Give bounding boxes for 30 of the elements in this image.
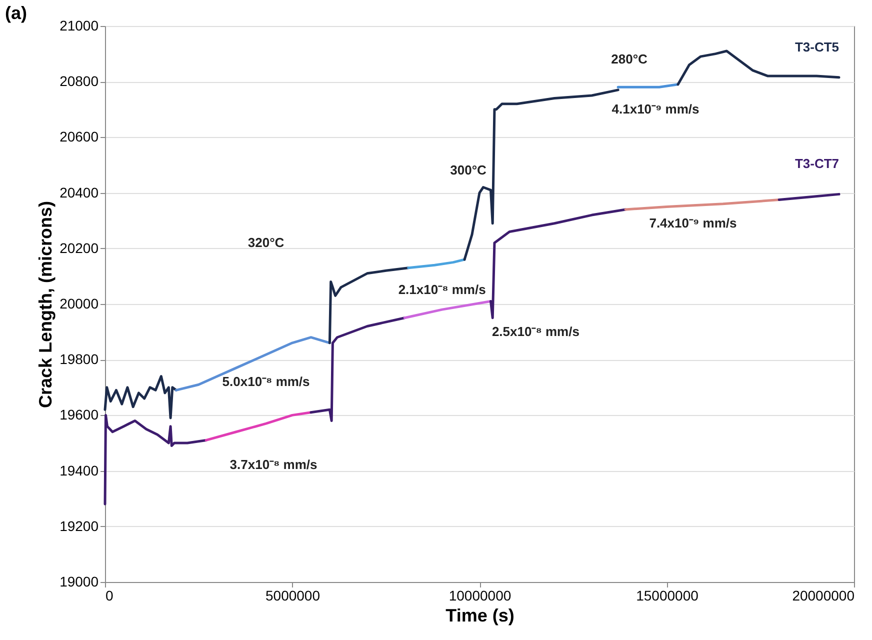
y-tick-label: 20400: [60, 184, 99, 200]
y-tick-label: 20600: [60, 128, 99, 145]
y-tick-label: 19800: [60, 351, 99, 368]
annotation: 320°C: [248, 234, 285, 250]
x-tick-label: 20000000: [792, 588, 855, 604]
annotation: 5.0x10⁻⁸ mm/s: [222, 374, 310, 389]
series-label: T3-CT5: [794, 39, 840, 54]
x-tick-label: 10000000: [448, 588, 512, 604]
y-tick-label: 19000: [60, 574, 99, 590]
chart-title: (a): [5, 3, 28, 23]
annotation: 2.1x10⁻⁸ mm/s: [398, 282, 486, 298]
y-tick-label: 19400: [60, 462, 99, 478]
annotation: 2.5x10⁻⁸ mm/s: [492, 324, 580, 339]
y-tick-label: 19600: [60, 406, 99, 423]
y-axis-title: Crack Length, (microns): [36, 200, 56, 408]
y-tick-label: 20200: [60, 240, 99, 256]
x-axis-title: Time (s): [446, 606, 514, 626]
annotation: 7.4x10⁻⁹ mm/s: [649, 215, 737, 230]
series-label: T3-CT7: [794, 156, 840, 172]
y-tick-label: 20800: [60, 73, 99, 90]
annotation: 3.7x10⁻⁸ mm/s: [230, 457, 318, 472]
x-tick-label: 5000000: [265, 588, 320, 604]
annotation: 4.1x10⁻⁹ mm/s: [612, 101, 700, 116]
annotation: 300°C: [450, 162, 488, 178]
y-tick-label: 20000: [60, 296, 99, 312]
x-tick-label: 15000000: [636, 588, 699, 604]
x-tick-label: 0: [106, 588, 114, 604]
y-tick-label: 21000: [60, 18, 99, 34]
y-tick-label: 19200: [60, 518, 99, 534]
annotation: 280°C: [611, 51, 648, 66]
